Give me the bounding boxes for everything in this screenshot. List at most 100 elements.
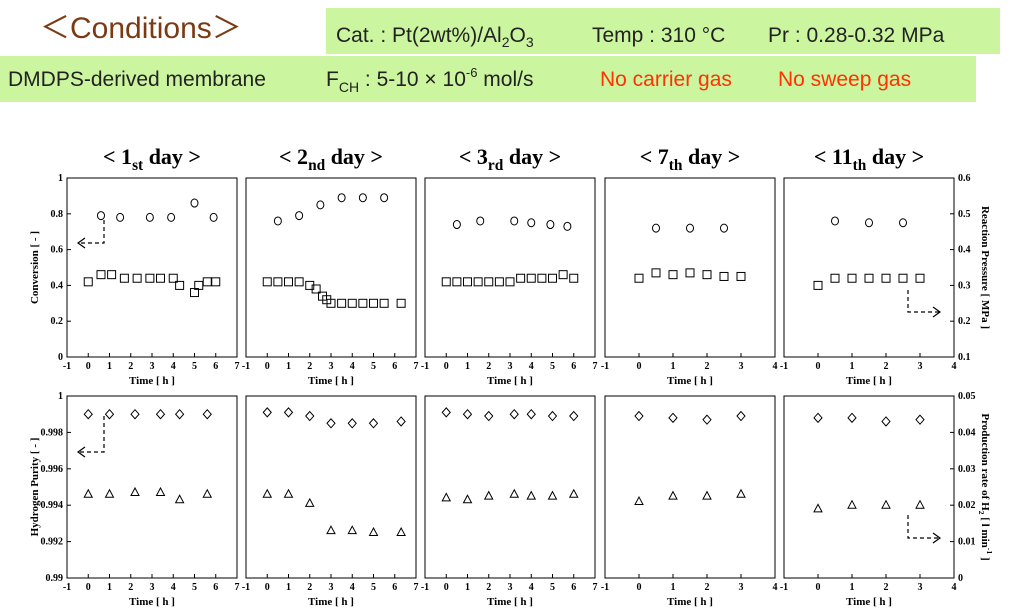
axis-label: Time [ h ] [487, 375, 533, 387]
triangle-point [634, 495, 644, 506]
x-tick-label: 1 [850, 361, 855, 372]
diamond-point [736, 410, 746, 422]
triangle-point [202, 488, 213, 498]
square-point [736, 271, 746, 281]
triangle-point [104, 488, 115, 498]
x-tick-label: -1 [242, 582, 250, 593]
triangle-point [881, 499, 891, 509]
axis-label: Time [ h ] [129, 375, 175, 387]
diamond-point [634, 410, 644, 422]
label-part: ] [979, 554, 991, 560]
x-tick-label: 7 [593, 582, 598, 593]
x-tick-label: 4 [773, 361, 778, 372]
diamond-point [155, 408, 166, 420]
x-tick-label: 3 [739, 582, 744, 593]
square-point [685, 268, 695, 278]
y2-tick-label: 0.1 [958, 352, 971, 363]
y-tick-label: 0.6 [51, 245, 64, 256]
text: No sweep gas [778, 68, 911, 91]
label-part: 2 [977, 511, 986, 515]
axis-label: Time [ h ] [308, 596, 354, 608]
square-point [107, 270, 117, 280]
plot-frame [245, 395, 417, 579]
text: Pr : 0.28-0.32 MPa [768, 24, 945, 47]
axis-label: Time [ h ] [846, 596, 892, 608]
triangle-point [526, 490, 537, 500]
y2-tick-label: 0.3 [958, 280, 971, 291]
circle-point [563, 221, 572, 231]
square-point [145, 273, 155, 283]
x-tick-label: 1 [671, 361, 676, 372]
conditions-line: Cat. : Pt(2wt%)/Al2O3 Temp : 310 °C Pr : 0… [336, 24, 945, 50]
circle-point [452, 220, 461, 230]
label-part: day > [682, 144, 740, 169]
x-tick-label: 7 [235, 582, 240, 593]
x-tick-label: 5 [371, 361, 376, 372]
diamond-point [283, 407, 294, 418]
diamond-point [262, 407, 272, 418]
text: DMDPS-derived membrane [8, 68, 266, 91]
y-tick-label: 0.994 [41, 500, 64, 511]
axis-label: < 11th day > [814, 144, 924, 174]
triangle-point [347, 525, 358, 535]
square-point [294, 277, 304, 287]
x-tick-label: 4 [952, 582, 957, 593]
x-tick-label: 3 [150, 361, 155, 372]
label-part: th [853, 157, 867, 174]
square-point [494, 277, 504, 287]
square-point [484, 277, 494, 287]
x-tick-label: 2 [486, 361, 491, 372]
square-point [441, 277, 451, 287]
diamond-point [83, 408, 93, 420]
axis-label: Time [ h ] [487, 596, 533, 608]
x-tick-label: 1 [465, 361, 470, 372]
square-point [452, 277, 462, 287]
x-tick-label: 1 [107, 582, 112, 593]
x-tick-label: -1 [601, 361, 609, 372]
label-part: < 2 [279, 144, 308, 169]
triangle-point [155, 486, 166, 496]
text: F [326, 68, 339, 91]
x-tick-label: 0 [816, 361, 821, 372]
x-tick-label: -1 [242, 361, 250, 372]
x-tick-label: 7 [235, 361, 240, 372]
diamond-point [509, 408, 519, 420]
triangle-point [813, 503, 823, 513]
plot-frame [66, 177, 238, 358]
x-tick-label: 0 [265, 582, 270, 593]
x-tick-label: -1 [421, 582, 429, 593]
square-point [211, 277, 221, 287]
x-tick-label: 3 [739, 361, 744, 372]
x-tick-label: 5 [550, 361, 555, 372]
y2-tick-label: 0.01 [958, 537, 976, 548]
x-tick-label: 0 [86, 361, 91, 372]
square-point [369, 298, 378, 308]
square-point [881, 273, 891, 283]
square-point [915, 273, 925, 283]
diamond-point [462, 408, 473, 420]
axis-label: < 7th day > [640, 144, 741, 174]
square-point [273, 277, 283, 287]
arrow [907, 290, 940, 313]
circle-point [546, 220, 555, 230]
y-tick-label: 0.2 [51, 316, 64, 327]
diamond-point [130, 408, 140, 420]
conditions-line: DMDPS-derived membrane FCH : 5-10 × 10-6 … [8, 65, 911, 95]
circle-point [145, 212, 154, 222]
diamond-point [881, 416, 891, 427]
x-tick-label: 0 [444, 582, 449, 593]
diamond-point [347, 418, 357, 429]
diamond-point [547, 410, 558, 422]
x-tick-label: 2 [128, 582, 133, 593]
square-point [396, 298, 406, 308]
circle-point [831, 216, 839, 226]
x-tick-label: 5 [192, 582, 197, 593]
triangle-point [130, 486, 140, 496]
plot-frame [424, 177, 596, 358]
annotation-arrows [78, 220, 940, 539]
diamond-point [441, 407, 451, 418]
text: 3 [526, 34, 534, 50]
axis-label: Conversion [ - ] [29, 231, 41, 304]
triangle-point [283, 488, 294, 498]
triangle-point [547, 490, 558, 500]
